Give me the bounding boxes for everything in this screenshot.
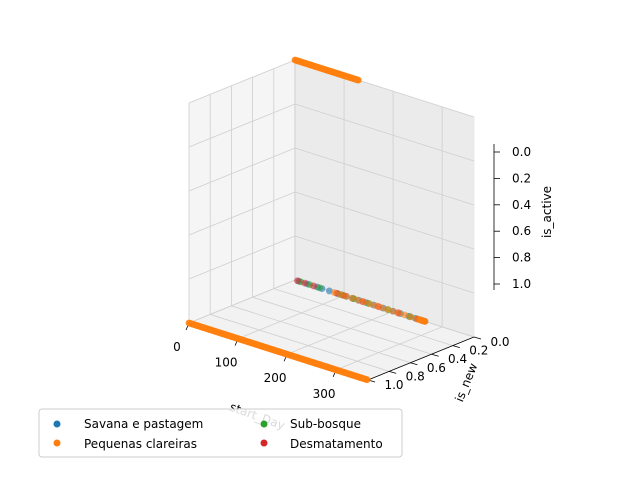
legend-entry-savana: Savana e pastagem xyxy=(53,417,203,431)
data-point xyxy=(330,289,338,296)
y-tick xyxy=(389,371,397,374)
legend-label: Desmatamento xyxy=(290,437,383,451)
grid-line-z xyxy=(188,235,475,294)
legend-entry-desmatamento: Desmatamento xyxy=(260,437,383,451)
y-tick-label: 1.0 xyxy=(384,378,403,392)
data-point xyxy=(372,302,379,310)
data-point xyxy=(348,294,356,302)
z-tick-label: 0.0 xyxy=(512,145,531,159)
data-point xyxy=(354,76,362,84)
y-tick xyxy=(410,362,418,366)
grid-line-z xyxy=(188,147,475,206)
legend-marker xyxy=(53,439,61,447)
x-tick-label: 0 xyxy=(173,340,181,354)
data-point xyxy=(354,296,362,304)
legend-marker xyxy=(53,420,61,428)
y-tick xyxy=(473,336,482,340)
legend-frame xyxy=(38,408,403,458)
data-point xyxy=(342,292,350,300)
data-point xyxy=(377,304,385,311)
z-tick-label: 0.8 xyxy=(512,251,531,265)
data-point xyxy=(316,284,323,292)
x-tick-label: 300 xyxy=(313,387,336,401)
grid-line-z xyxy=(188,191,475,250)
z-tick-label: 0.6 xyxy=(512,224,531,238)
y-tick xyxy=(452,345,460,348)
y-tick-label: 0.2 xyxy=(469,344,488,358)
data-point xyxy=(336,290,344,298)
data-point xyxy=(363,376,371,384)
y-tick-label: 0.0 xyxy=(490,335,509,349)
y-tick-label: 0.8 xyxy=(406,369,425,383)
tick-labels: 01002003000.00.20.40.60.81.00.00.20.40.6… xyxy=(173,145,531,401)
y-tick-label: 0.4 xyxy=(448,352,467,366)
data-point xyxy=(395,309,403,317)
data-point xyxy=(421,317,429,325)
data-point xyxy=(401,311,409,319)
legend-label: Savana e pastagem xyxy=(84,417,203,431)
legend-entry-pequenas: Pequenas clareiras xyxy=(53,437,197,451)
z-tick-label: 1.0 xyxy=(512,277,531,291)
data-point xyxy=(407,313,415,321)
data-points xyxy=(185,56,429,384)
legend-marker xyxy=(260,420,268,428)
z-axis-label: is_active xyxy=(540,186,554,238)
legend: Savana e pastagem Pequenas clareiras Sub… xyxy=(38,408,403,458)
data-point xyxy=(310,282,318,290)
z-tick-label: 0.2 xyxy=(512,171,531,185)
pane-side xyxy=(188,59,296,324)
grid-line-z xyxy=(188,103,475,162)
data-point xyxy=(389,307,397,315)
legend-label: Pequenas clareiras xyxy=(84,437,197,451)
y-tick xyxy=(431,353,439,357)
data-point xyxy=(301,279,309,287)
legend-marker xyxy=(260,439,268,447)
y-tick-label: 0.6 xyxy=(427,361,446,375)
data-point xyxy=(366,300,373,308)
legend-entry-subbosque: Sub-bosque xyxy=(260,417,361,431)
y-axis-line xyxy=(367,336,475,381)
data-point xyxy=(360,298,368,306)
y-axis-label: is_new xyxy=(452,361,480,404)
data-point xyxy=(383,305,391,313)
axes-panes xyxy=(187,59,476,381)
legend-label: Sub-bosque xyxy=(290,417,361,431)
x-tick-label: 100 xyxy=(215,356,238,370)
data-point xyxy=(294,277,301,285)
x-tick-label: 200 xyxy=(264,371,287,385)
z-tick-label: 0.4 xyxy=(512,198,531,212)
